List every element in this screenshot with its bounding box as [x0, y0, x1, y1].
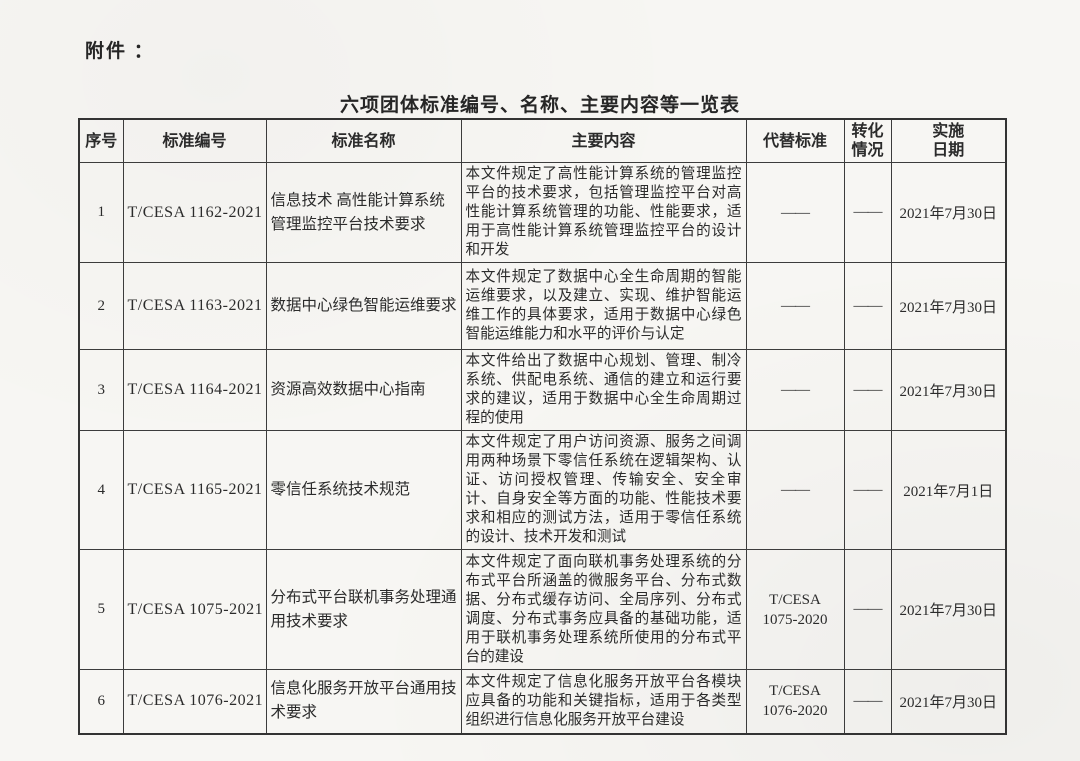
- cell-name: 分布式平台联机事务处理通用技术要求: [265, 549, 462, 670]
- cell-name: 资源高效数据中心指南: [265, 349, 462, 431]
- cell-date: 2021年7月1日: [890, 430, 1007, 550]
- cell-conversion: ——: [843, 549, 892, 670]
- attachment-label: 附件 ：: [85, 41, 155, 62]
- cell-num: 4: [78, 430, 124, 550]
- table-row: 4 T/CESA 1165-2021 零信任系统技术规范 本文件规定了用户访问资…: [78, 430, 1007, 550]
- cell-replaced: T/CESA 1076-2020: [745, 669, 845, 734]
- column-header-date: 实施 日期: [890, 118, 1007, 163]
- cell-name: 信息化服务开放平台通用技术要求: [265, 669, 462, 734]
- cell-date: 2021年7月30日: [890, 349, 1007, 431]
- table-row: 6 T/CESA 1076-2021 信息化服务开放平台通用技术要求 本文件规定…: [78, 669, 1007, 734]
- column-header-name: 标准名称: [265, 118, 462, 163]
- cell-content: 本文件规定了用户访问资源、服务之间调用两种场景下零信任系统在逻辑架构、认证、访问…: [460, 430, 747, 550]
- cell-name: 零信任系统技术规范: [265, 430, 462, 550]
- table-row: 2 T/CESA 1163-2021 数据中心绿色智能运维要求 本文件规定了数据…: [78, 262, 1007, 350]
- cell-replaced: ——: [745, 162, 845, 263]
- cell-num: 3: [78, 349, 124, 431]
- cell-conversion: ——: [843, 162, 892, 263]
- cell-content: 本文件规定了面向联机事务处理系统的分布式平台所涵盖的微服务平台、分布式数据、分布…: [460, 549, 747, 670]
- column-header-content: 主要内容: [460, 118, 747, 163]
- cell-num: 2: [78, 262, 124, 350]
- cell-code: T/CESA 1076-2021: [122, 669, 267, 734]
- cell-conversion: ——: [843, 349, 892, 431]
- table-header-row: 序号 标准编号 标准名称 主要内容 代替标准 转化 情况 实施 日期: [78, 118, 1007, 163]
- cell-replaced: ——: [745, 430, 845, 550]
- cell-date: 2021年7月30日: [890, 549, 1007, 670]
- cell-name: 数据中心绿色智能运维要求: [265, 262, 462, 350]
- column-header-num: 序号: [78, 118, 124, 163]
- cell-code: T/CESA 1075-2021: [122, 549, 267, 670]
- cell-replaced: ——: [745, 262, 845, 350]
- cell-replaced: ——: [745, 349, 845, 431]
- cell-code: T/CESA 1162-2021: [122, 162, 267, 263]
- cell-code: T/CESA 1165-2021: [122, 430, 267, 550]
- table-row: 5 T/CESA 1075-2021 分布式平台联机事务处理通用技术要求 本文件…: [78, 549, 1007, 670]
- cell-content: 本文件规定了高性能计算系统的管理监控平台的技术要求，包括管理监控平台对高性能计算…: [460, 162, 747, 263]
- cell-date: 2021年7月30日: [890, 669, 1007, 734]
- column-header-replaced: 代替标准: [745, 118, 845, 163]
- cell-date: 2021年7月30日: [890, 162, 1007, 263]
- cell-content: 本文件规定了数据中心全生命周期的智能运维要求，以及建立、实现、维护智能运维工作的…: [460, 262, 747, 350]
- column-header-code: 标准编号: [122, 118, 267, 163]
- cell-conversion: ——: [843, 669, 892, 734]
- cell-num: 1: [78, 162, 124, 263]
- cell-conversion: ——: [843, 430, 892, 550]
- page-title: 六项团体标准编号、名称、主要内容等一览表: [339, 95, 740, 116]
- cell-code: T/CESA 1163-2021: [122, 262, 267, 350]
- table-row: 3 T/CESA 1164-2021 资源高效数据中心指南 本文件给出了数据中心…: [78, 349, 1007, 431]
- cell-conversion: ——: [843, 262, 892, 350]
- cell-num: 5: [78, 549, 124, 670]
- cell-content: 本文件给出了数据中心规划、管理、制冷系统、供配电系统、通信的建立和运行要求的建议…: [460, 349, 747, 431]
- cell-date: 2021年7月30日: [890, 262, 1007, 350]
- cell-content: 本文件规定了信息化服务开放平台各模块应具备的功能和关键指标，适用于各类型组织进行…: [460, 669, 747, 734]
- table-row: 1 T/CESA 1162-2021 信息技术 高性能计算系统管理监控平台技术要…: [78, 162, 1007, 263]
- cell-code: T/CESA 1164-2021: [122, 349, 267, 431]
- cell-num: 6: [78, 669, 124, 734]
- standards-table: 序号 标准编号 标准名称 主要内容 代替标准 转化 情况 实施 日期 1 T/C…: [78, 118, 1007, 735]
- cell-name: 信息技术 高性能计算系统管理监控平台技术要求: [265, 162, 462, 263]
- cell-replaced: T/CESA 1075-2020: [745, 549, 845, 670]
- column-header-conversion: 转化 情况: [843, 118, 892, 163]
